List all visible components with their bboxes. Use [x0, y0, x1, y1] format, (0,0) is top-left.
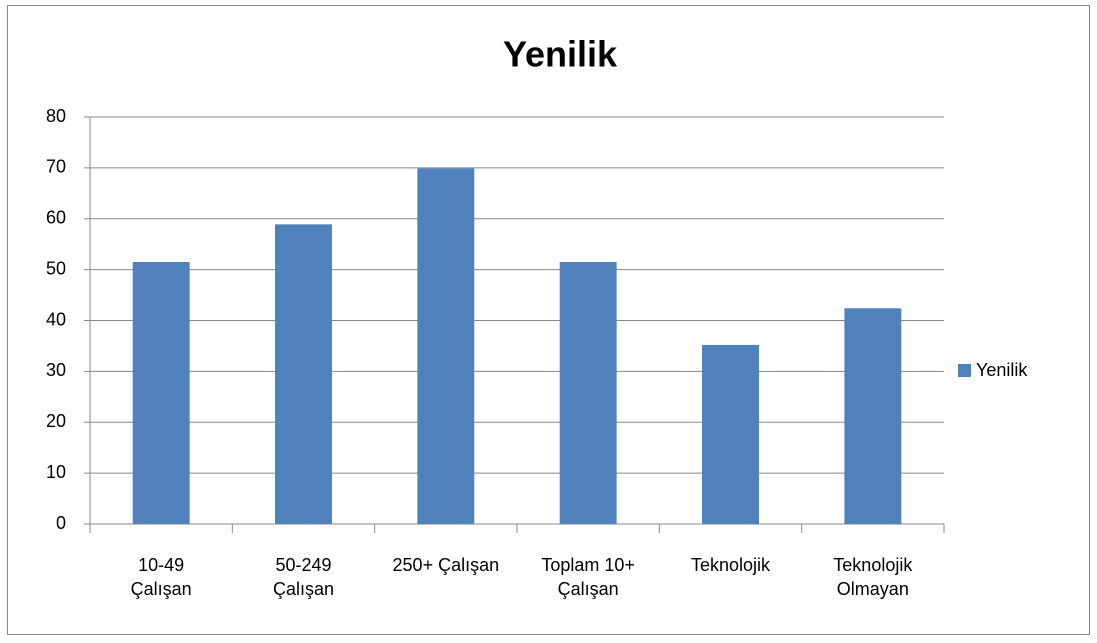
bar — [844, 308, 902, 524]
y-tick-label: 70 — [46, 157, 66, 177]
y-tick-label: 20 — [46, 411, 66, 431]
chart-title: Yenilik — [503, 34, 618, 75]
y-tick-label: 30 — [46, 360, 66, 380]
x-tick-label: 250+ Çalışan — [392, 555, 500, 575]
x-tick-label: 50-249 Çalışan — [272, 555, 334, 599]
y-tick-label: 50 — [46, 258, 66, 278]
y-tick-label: 40 — [46, 309, 66, 329]
legend-label: Yenilik — [976, 360, 1028, 380]
y-tick-label: 60 — [46, 208, 66, 228]
bar — [417, 168, 475, 525]
y-tick-label: 80 — [46, 106, 66, 126]
x-tick-label: Teknolojik — [690, 555, 771, 575]
x-tick-label: Toplam 10+ Çalışan — [541, 555, 635, 599]
x-tick-label: Teknolojik Olmayan — [833, 555, 913, 599]
bar — [132, 261, 190, 524]
y-tick-label: 0 — [56, 513, 66, 533]
legend-swatch — [958, 364, 971, 377]
bar — [559, 261, 617, 524]
bar — [275, 224, 332, 524]
bar — [702, 344, 759, 524]
y-tick-label: 10 — [46, 462, 66, 482]
x-tick-label: 10-49 Çalışan — [130, 555, 192, 599]
